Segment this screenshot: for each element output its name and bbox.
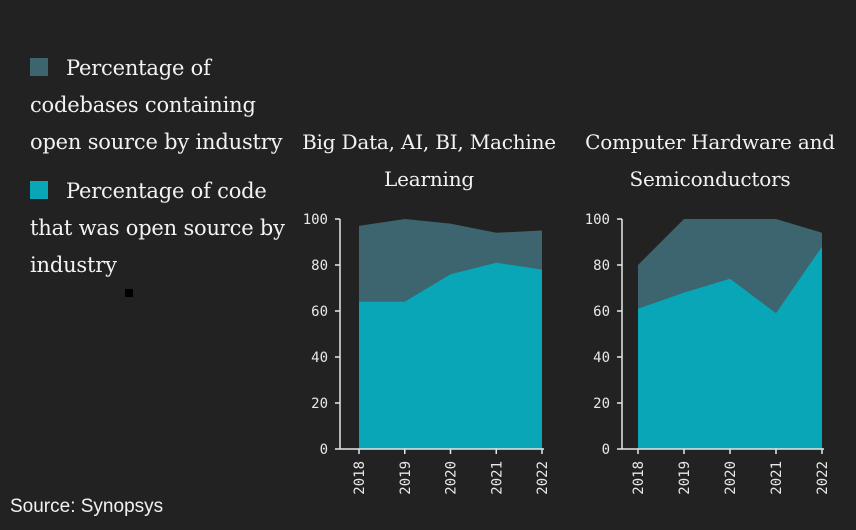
y-tick-label-0-chart-2: 0 [602, 442, 610, 458]
y-tick-label-80-chart-2: 80 [593, 258, 610, 274]
y-tick-label-60-chart-2: 60 [593, 304, 610, 320]
y-tick-label-40-chart-1: 40 [311, 350, 328, 366]
x-tick-label-2022-chart-2: 2022 [815, 461, 831, 495]
y-tick-label-100-chart-1: 100 [303, 212, 328, 228]
legend-swatch-code [30, 181, 48, 199]
y-tick-label-60-chart-1: 60 [311, 304, 328, 320]
x-tick-label-2019-chart-1: 2019 [398, 461, 414, 495]
legend-item-code: Percentage of code that was open source … [30, 173, 310, 284]
x-tick-label-2020-chart-2: 2020 [723, 461, 739, 495]
y-tick-label-0-chart-1: 0 [320, 442, 328, 458]
x-tick-label-2018-chart-2: 2018 [631, 461, 647, 495]
source-note: Source: Synopsys [10, 496, 164, 517]
legend-label-codebases: Percentage of codebases containing open … [30, 56, 283, 154]
x-tick-label-2021-chart-1: 2021 [489, 461, 505, 495]
chart-title-hardware: Computer Hardware and Semiconductors [585, 130, 835, 191]
y-tick-label-100-chart-2: 100 [585, 212, 610, 228]
x-tick-label-2019-chart-2: 2019 [677, 461, 693, 495]
legend-label-code: Percentage of code that was open source … [30, 179, 285, 277]
legend-swatch-codebases [30, 58, 48, 76]
area-code-chart-2 [638, 246, 822, 449]
artifact-dot [125, 289, 133, 297]
legend-item-codebases: Percentage of codebases containing open … [30, 50, 310, 161]
x-tick-label-2022-chart-1: 2022 [535, 461, 551, 495]
legend: Percentage of codebases containing open … [30, 50, 310, 284]
x-tick-label-2018-chart-1: 2018 [352, 461, 368, 495]
chart-title-bigdata: Big Data, AI, BI, Machine Learning [302, 130, 556, 191]
y-tick-label-80-chart-1: 80 [311, 258, 328, 274]
area-code-chart-1 [359, 262, 542, 449]
x-tick-label-2020-chart-1: 2020 [444, 461, 460, 495]
y-tick-label-20-chart-1: 20 [311, 396, 328, 412]
x-tick-label-2021-chart-2: 2021 [769, 461, 785, 495]
y-tick-label-20-chart-2: 20 [593, 396, 610, 412]
y-tick-label-40-chart-2: 40 [593, 350, 610, 366]
